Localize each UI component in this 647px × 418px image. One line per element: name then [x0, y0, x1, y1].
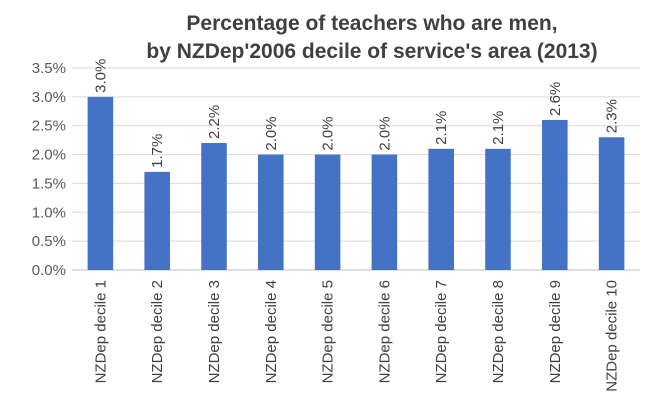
y-tick-label: 1.5% [32, 175, 66, 192]
x-tick-label: NZDep decile 5 [320, 280, 337, 383]
data-labels: 3.0% 1.7% 2.2% 2.0% 2.0% 2.0% 2.1% 2.1% 2.6% 2.3% [92, 59, 620, 168]
bar [201, 143, 227, 270]
x-tick-label: NZDep decile 1 [92, 280, 109, 383]
y-tick-label: 2.5% [32, 118, 66, 135]
bar [314, 154, 341, 270]
x-axis-ticks: NZDep decile 1 NZDep decile 2 NZDep decile… [92, 280, 620, 392]
bar [371, 154, 398, 270]
x-tick-label: NZDep decile 9 [547, 280, 564, 383]
chart-title-group: Percentage of teachers who are men, by N… [146, 12, 597, 63]
bars [87, 96, 625, 270]
data-label: 2.0% [320, 116, 337, 150]
x-tick-label: NZDep decile 8 [490, 280, 507, 383]
data-label: 2.2% [206, 105, 223, 139]
data-label: 1.7% [149, 134, 166, 168]
bar [87, 96, 114, 270]
y-tick-label: 1.0% [32, 204, 66, 221]
y-tick-label: 3.5% [32, 60, 66, 77]
bar [598, 137, 625, 270]
x-tick-label: NZDep decile 10 [604, 280, 621, 392]
bar [428, 148, 454, 270]
data-label: 2.3% [604, 99, 621, 133]
y-tick-label: 2.0% [32, 147, 66, 164]
bar [144, 171, 170, 270]
data-label: 2.0% [263, 116, 280, 150]
chart-title-line-2: by NZDep'2006 decile of service's area (… [146, 40, 597, 63]
data-label: 2.1% [490, 111, 507, 145]
x-tick-label: NZDep decile 7 [433, 280, 450, 383]
bar [542, 119, 568, 270]
x-tick-label: NZDep decile 4 [263, 280, 280, 383]
chart-title-line-1: Percentage of teachers who are men, [186, 12, 557, 35]
x-tick-label: NZDep decile 3 [206, 280, 223, 383]
y-tick-label: 3.0% [32, 89, 66, 106]
y-axis-ticks: 0.0% 0.5% 1.0% 1.5% 2.0% 2.5% 3.0% 3.5% [32, 60, 66, 279]
y-tick-label: 0.5% [32, 233, 66, 250]
bar [485, 148, 511, 270]
data-label: 2.6% [547, 82, 564, 116]
bar [258, 154, 284, 270]
data-label: 2.0% [376, 116, 393, 150]
y-tick-label: 0.0% [32, 262, 66, 279]
data-label: 3.0% [92, 59, 109, 93]
data-label: 2.1% [433, 111, 450, 145]
x-tick-label: NZDep decile 6 [376, 280, 393, 383]
x-tick-label: NZDep decile 2 [149, 280, 166, 383]
